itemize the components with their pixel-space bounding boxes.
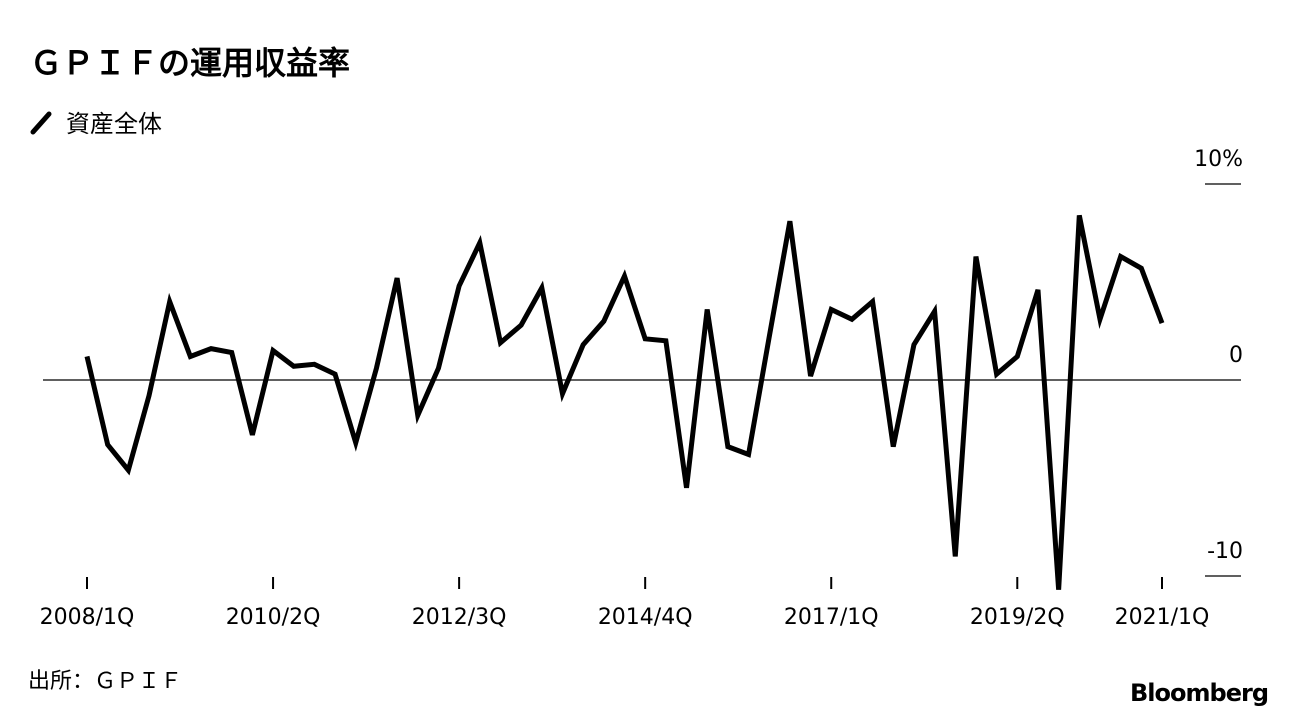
x-tick-label: 2010/2Q (226, 605, 321, 630)
x-tick-label: 2017/1Q (784, 605, 879, 630)
data-line (84, 214, 1165, 590)
y-tick-label: -10 (1207, 539, 1243, 564)
legend-label: 資産全体 (66, 110, 162, 138)
y-tick-label: 0 (1229, 343, 1243, 368)
x-tick-label: 2014/4Q (598, 605, 693, 630)
y-tick-label: 10% (1194, 147, 1243, 172)
legend-icon (30, 111, 52, 135)
x-tick-label: 2019/2Q (970, 605, 1065, 630)
source: 出所：ＧＰＩＦ (28, 669, 182, 694)
chart-title: ＧＰＩＦの運用収益率 (30, 44, 350, 82)
brand-logo: Bloomberg (1130, 679, 1268, 707)
x-tick-label: 2012/3Q (412, 605, 507, 630)
x-tick-label: 2021/1Q (1115, 605, 1210, 630)
x-tick-label: 2008/1Q (40, 605, 135, 630)
